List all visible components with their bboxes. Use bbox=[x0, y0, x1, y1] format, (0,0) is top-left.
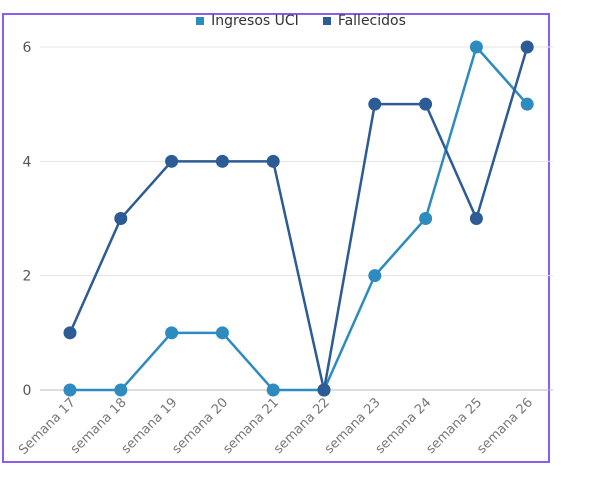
series-line-fallecidos bbox=[68, 46, 529, 392]
data-point-fallecidos bbox=[419, 97, 433, 111]
legend-swatch-ingresos-uci bbox=[196, 17, 205, 25]
legend-swatch-fallecidos bbox=[322, 17, 331, 25]
chart-frame bbox=[2, 13, 550, 463]
legend: Ingresos UCI Fallecidos bbox=[0, 13, 592, 29]
data-point-fallecidos bbox=[114, 212, 128, 225]
data-point-ingresos-uci bbox=[520, 97, 534, 111]
legend-item-fallecidos[interactable]: Fallecidos bbox=[322, 13, 406, 29]
data-point-fallecidos bbox=[520, 40, 534, 54]
data-point-ingresos-uci bbox=[165, 326, 179, 340]
series-layer bbox=[63, 40, 534, 397]
y-axis: 0 2 4 6 bbox=[23, 40, 32, 399]
data-point-ingresos-uci bbox=[469, 40, 483, 54]
legend-label-fallecidos: Fallecidos bbox=[337, 13, 406, 29]
y-tick-label-4: 4 bbox=[23, 154, 32, 170]
y-tick-label-6: 6 bbox=[23, 40, 32, 56]
legend-label-ingresos-uci: Ingresos UCI bbox=[211, 13, 299, 29]
data-point-ingresos-uci bbox=[368, 269, 382, 283]
data-point-ingresos-uci bbox=[215, 326, 229, 340]
data-point-fallecidos bbox=[63, 326, 77, 340]
data-point-ingresos-uci bbox=[419, 212, 433, 225]
data-point-ingresos-uci bbox=[266, 383, 280, 397]
y-tick-label-2: 2 bbox=[23, 269, 32, 285]
data-point-ingresos-uci bbox=[114, 383, 128, 397]
y-tick-label-0: 0 bbox=[23, 383, 32, 399]
data-point-fallecidos bbox=[266, 154, 280, 168]
data-point-fallecidos bbox=[317, 383, 331, 397]
series-line-ingresos-uci bbox=[70, 45, 529, 392]
data-point-fallecidos bbox=[165, 154, 179, 168]
data-point-fallecidos bbox=[215, 154, 229, 168]
data-point-fallecidos bbox=[368, 97, 382, 111]
data-point-ingresos-uci bbox=[63, 383, 77, 397]
legend-item-ingresos-uci[interactable]: Ingresos UCI bbox=[196, 13, 299, 29]
data-point-fallecidos bbox=[469, 212, 483, 225]
